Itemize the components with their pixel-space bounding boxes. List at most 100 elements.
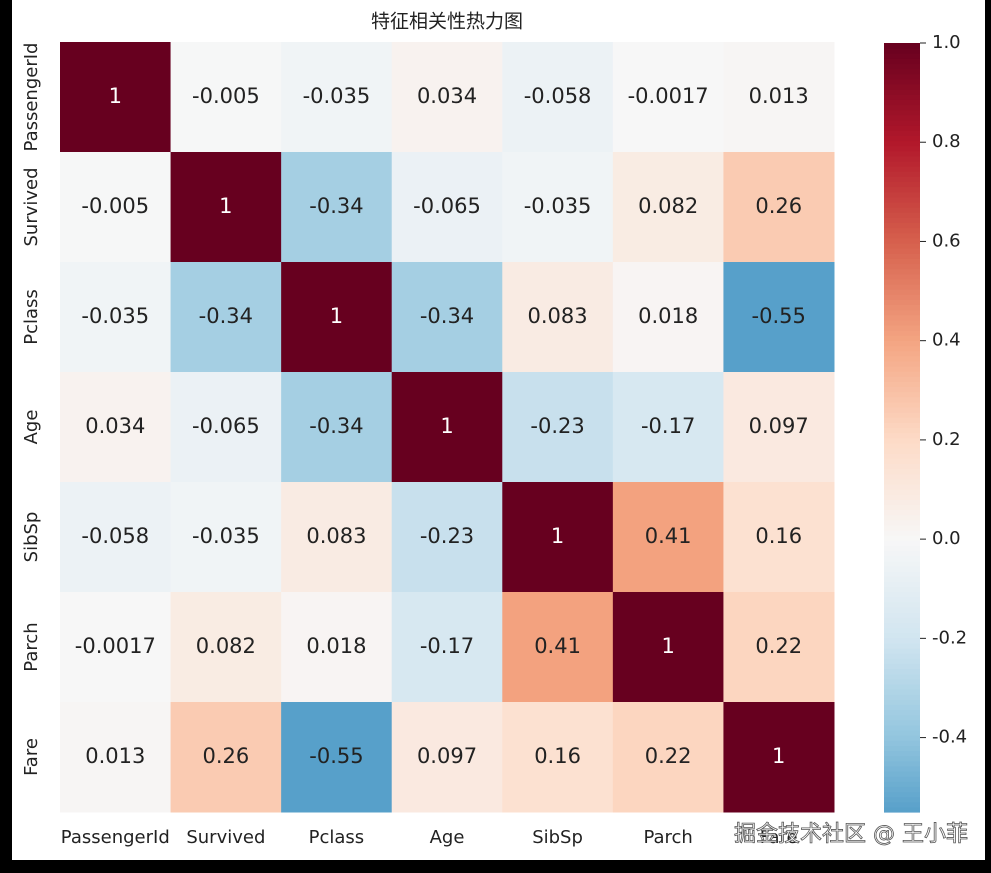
heatmap-cell (723, 42, 835, 153)
colorbar-slice (884, 668, 920, 675)
colorbar-slice (884, 740, 920, 746)
colorbar-slice (884, 770, 920, 777)
colorbar-slice (884, 171, 920, 177)
colorbar-slice (884, 43, 920, 49)
colorbar-tick-label: 0.6 (932, 230, 961, 251)
colorbar-slice (884, 509, 920, 516)
heatmap-cell (502, 42, 614, 153)
colorbar-slice (884, 289, 920, 295)
y-tick-label: SibSp (21, 512, 42, 563)
cell-label: -0.005 (81, 194, 149, 218)
colorbar-slice (884, 617, 920, 623)
colorbar-slice (884, 658, 920, 664)
colorbar-slice (884, 519, 920, 526)
colorbar-slice (884, 642, 920, 649)
colorbar-slice (884, 791, 920, 798)
colorbar-tick-label: 0.8 (932, 131, 961, 152)
colorbar-slice (884, 355, 920, 362)
cell-label: 0.41 (645, 524, 692, 548)
colorbar-slice (884, 48, 920, 54)
colorbar-slice (884, 273, 920, 280)
cell-label: 0.082 (196, 634, 256, 658)
colorbar-slice (884, 427, 920, 434)
heatmap-cell (281, 262, 393, 373)
colorbar-slice (884, 560, 920, 567)
colorbar-slice (884, 637, 920, 644)
colorbar-slice (884, 99, 920, 106)
colorbar-slice (884, 627, 920, 634)
heatmap-cell (60, 42, 172, 153)
heatmap-cell (723, 372, 835, 483)
heatmap-cell (391, 702, 503, 813)
colorbar-slice (884, 458, 920, 464)
colorbar-slice (884, 683, 920, 690)
heatmap-cell (723, 592, 835, 703)
colorbar-slice (884, 724, 920, 731)
colorbar-slice (884, 709, 920, 716)
colorbar-slice (884, 360, 920, 367)
heatmap-cell (723, 702, 835, 813)
colorbar-slice (884, 545, 920, 552)
colorbar-slice (884, 719, 920, 726)
colorbar-slice (884, 140, 920, 147)
heatmap-cell (612, 152, 724, 263)
colorbar-slice (884, 530, 920, 536)
colorbar-slice (884, 653, 920, 659)
heatmap-cell (612, 592, 724, 703)
colorbar-slice (884, 473, 920, 480)
heatmap-cell (60, 482, 172, 593)
colorbar-slice (884, 278, 920, 285)
colorbar-slice (884, 350, 920, 357)
colorbar-slice (884, 673, 920, 680)
colorbar-slice (884, 714, 920, 721)
heatmap-cell (612, 702, 724, 813)
y-tick-label: PassengerId (21, 43, 42, 152)
cell-label: 0.26 (202, 744, 249, 768)
colorbar-slice (884, 504, 920, 511)
heatmap-cell (391, 42, 503, 153)
colorbar-slice (884, 135, 920, 142)
colorbar-slice (884, 191, 920, 198)
cell-label: -0.23 (420, 524, 474, 548)
heatmap-cell (170, 262, 282, 373)
colorbar-tick-label: -0.4 (932, 727, 967, 748)
cell-label: -0.058 (524, 84, 592, 108)
cell-label: -0.34 (309, 194, 363, 218)
heatmap-cell (60, 262, 172, 373)
colorbar-slice (884, 755, 920, 762)
cell-label: 1 (661, 634, 674, 658)
cell-label: 0.22 (755, 634, 802, 658)
cell-label: -0.0017 (75, 634, 156, 658)
colorbar-tick-label: 0.4 (932, 330, 961, 351)
colorbar-slice (884, 324, 920, 331)
colorbar-slice (884, 776, 920, 782)
colorbar-slice (884, 268, 920, 275)
colorbar-slice (884, 453, 920, 459)
colorbar-tick-label: -0.2 (932, 627, 967, 648)
colorbar-slice (884, 555, 920, 562)
cell-label: -0.34 (309, 414, 363, 438)
colorbar-slice (884, 576, 920, 582)
colorbar-slice (884, 365, 920, 372)
colorbar-slice (884, 73, 920, 80)
cell-label: -0.34 (199, 304, 253, 328)
heatmap-cell (723, 262, 835, 373)
colorbar-slice (884, 499, 920, 505)
heatmap-cell (502, 262, 614, 373)
colorbar-slice (884, 412, 920, 418)
colorbar-slice (884, 176, 920, 183)
colorbar-slice (884, 463, 920, 470)
colorbar-slice (884, 494, 920, 500)
colorbar-slice (884, 309, 920, 316)
colorbar-slice (884, 283, 920, 290)
heatmap-cell (502, 152, 614, 263)
colorbar-slice (884, 150, 920, 157)
colorbar-slice (884, 448, 920, 454)
colorbar-slice (884, 130, 920, 136)
x-tick-label: Fare (760, 827, 798, 848)
cell-label: 1 (330, 304, 343, 328)
colorbar-slice (884, 391, 920, 398)
heatmap-cell (60, 372, 172, 483)
